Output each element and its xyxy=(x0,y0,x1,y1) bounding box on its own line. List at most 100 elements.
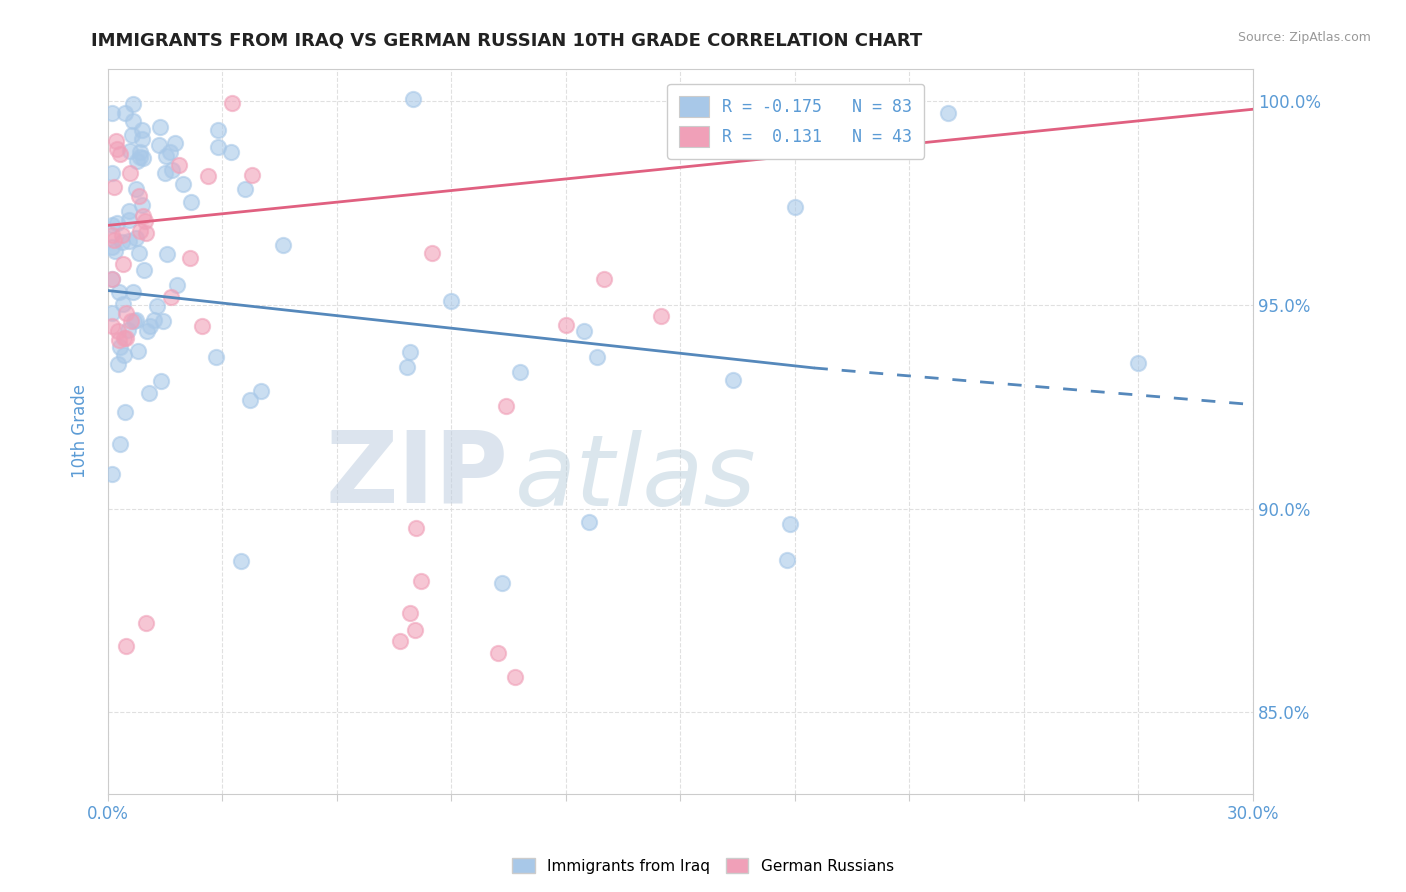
Point xyxy=(578,515,600,529)
Point xyxy=(115,331,138,345)
Point xyxy=(112,331,135,345)
Point xyxy=(107,357,129,371)
Point xyxy=(114,639,136,653)
Point xyxy=(205,350,228,364)
Point xyxy=(101,106,124,120)
Point xyxy=(128,246,150,260)
Point xyxy=(112,257,135,271)
Point xyxy=(132,151,155,165)
Point xyxy=(153,165,176,179)
Point xyxy=(101,271,124,285)
Point xyxy=(936,106,959,120)
Point xyxy=(101,228,124,243)
Point xyxy=(221,96,243,111)
Point xyxy=(574,325,596,339)
Point xyxy=(121,114,143,128)
Point xyxy=(110,437,132,451)
Point xyxy=(135,616,157,631)
Text: IMMIGRANTS FROM IRAQ VS GERMAN RUSSIAN 10TH GRADE CORRELATION CHART: IMMIGRANTS FROM IRAQ VS GERMAN RUSSIAN 1… xyxy=(91,31,922,49)
Point xyxy=(105,142,128,156)
Point xyxy=(121,128,143,143)
Point xyxy=(128,224,150,238)
Point xyxy=(775,553,797,567)
Point xyxy=(103,233,125,247)
Point xyxy=(486,646,509,660)
Point xyxy=(207,140,229,154)
Point xyxy=(440,293,463,308)
Point xyxy=(149,374,172,388)
Point xyxy=(167,158,190,172)
Point xyxy=(101,271,124,285)
Point xyxy=(101,240,124,254)
Point xyxy=(139,319,162,334)
Text: atlas: atlas xyxy=(515,430,756,527)
Point xyxy=(120,314,142,328)
Point xyxy=(124,182,146,196)
Point xyxy=(111,235,134,249)
Point xyxy=(402,92,425,106)
Point xyxy=(783,200,806,214)
Point xyxy=(108,340,131,354)
Point xyxy=(131,123,153,137)
Point xyxy=(491,575,513,590)
Point xyxy=(160,163,183,178)
Point xyxy=(104,134,127,148)
Point xyxy=(143,313,166,327)
Point xyxy=(723,374,745,388)
Point xyxy=(1128,356,1150,370)
Point xyxy=(122,285,145,300)
Point xyxy=(399,345,422,359)
Point xyxy=(229,554,252,568)
Point xyxy=(135,325,157,339)
Point xyxy=(108,147,131,161)
Point xyxy=(131,131,153,145)
Point xyxy=(135,226,157,240)
Point xyxy=(240,169,263,183)
Y-axis label: 10th Grade: 10th Grade xyxy=(72,384,89,478)
Point xyxy=(271,238,294,252)
Point xyxy=(163,136,186,150)
Point xyxy=(149,120,172,135)
Point xyxy=(127,343,149,358)
Point xyxy=(114,404,136,418)
Point xyxy=(131,197,153,211)
Point xyxy=(155,148,177,162)
Point xyxy=(118,235,141,249)
Point xyxy=(779,516,801,531)
Text: ZIP: ZIP xyxy=(326,426,509,523)
Point xyxy=(138,385,160,400)
Point xyxy=(395,360,418,375)
Point xyxy=(103,244,125,258)
Point xyxy=(101,319,124,334)
Point xyxy=(118,204,141,219)
Text: Source: ZipAtlas.com: Source: ZipAtlas.com xyxy=(1237,31,1371,45)
Point xyxy=(117,323,139,337)
Legend: R = -0.175   N = 83, R =  0.131   N = 43: R = -0.175 N = 83, R = 0.131 N = 43 xyxy=(668,84,924,159)
Point xyxy=(405,521,427,535)
Point xyxy=(503,670,526,684)
Point xyxy=(250,384,273,399)
Point xyxy=(111,227,134,242)
Point xyxy=(118,213,141,227)
Point xyxy=(125,154,148,169)
Point xyxy=(118,144,141,158)
Point xyxy=(219,145,242,159)
Point xyxy=(388,634,411,648)
Point xyxy=(172,178,194,192)
Point xyxy=(108,285,131,299)
Point xyxy=(555,318,578,333)
Point xyxy=(180,195,202,210)
Legend: Immigrants from Iraq, German Russians: Immigrants from Iraq, German Russians xyxy=(506,852,900,880)
Point xyxy=(239,392,262,407)
Point xyxy=(120,166,142,180)
Point xyxy=(134,263,156,277)
Point xyxy=(509,364,531,378)
Point xyxy=(124,231,146,245)
Point xyxy=(197,169,219,183)
Point xyxy=(420,246,443,260)
Point xyxy=(132,209,155,223)
Point xyxy=(166,278,188,293)
Point xyxy=(650,309,672,323)
Point xyxy=(159,145,181,159)
Point xyxy=(115,305,138,319)
